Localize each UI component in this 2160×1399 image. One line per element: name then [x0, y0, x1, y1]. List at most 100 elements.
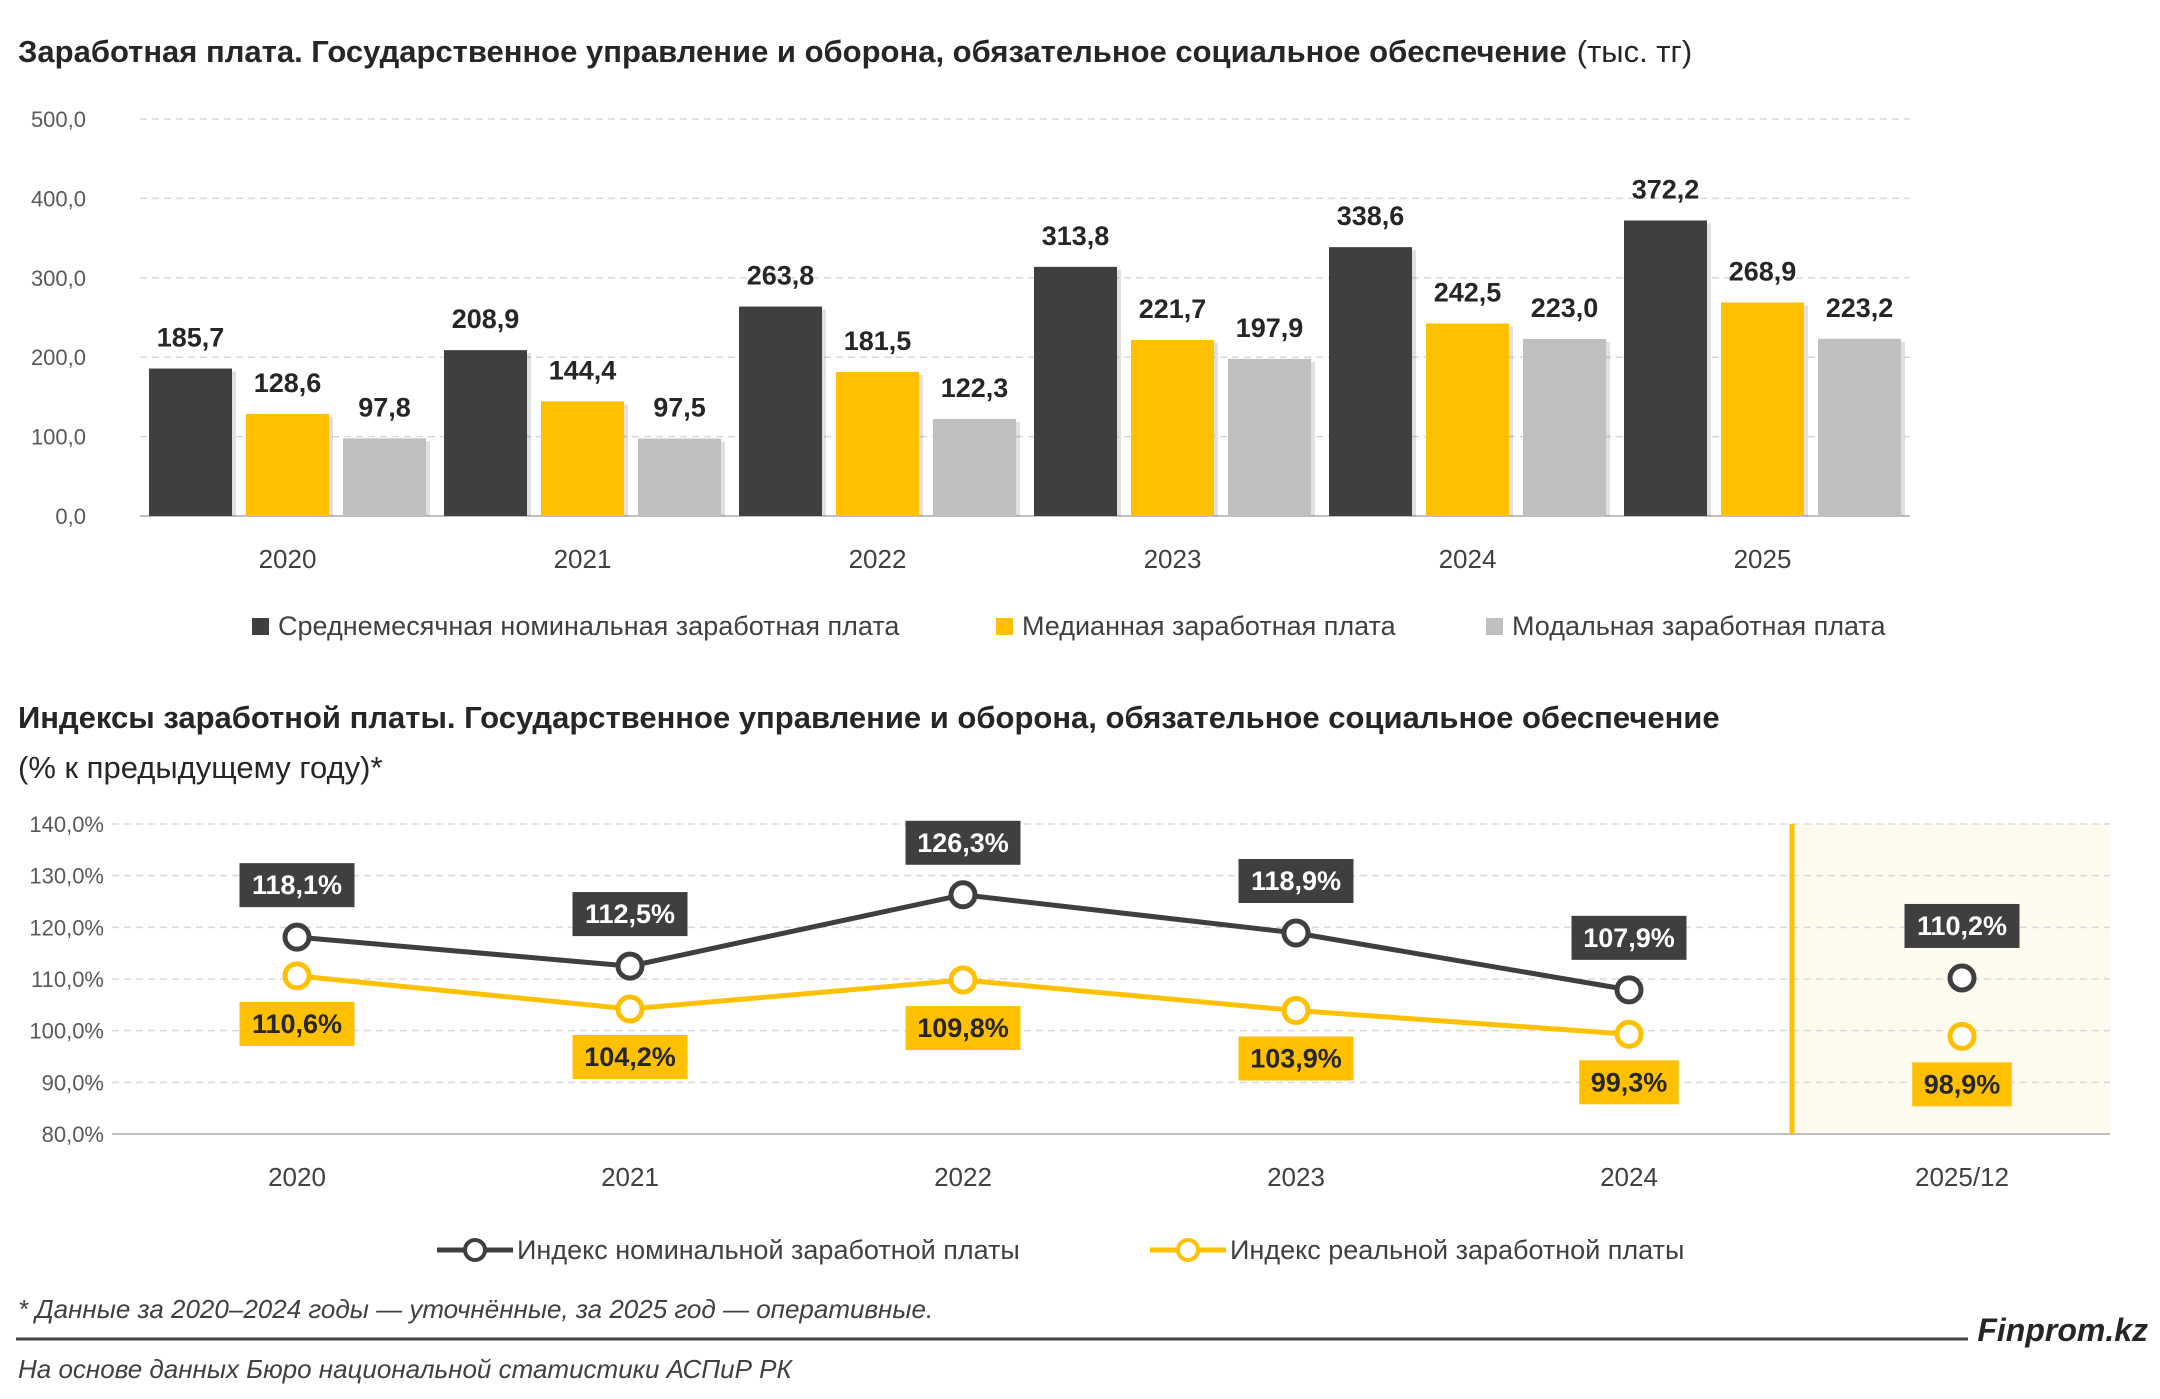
y-tick-label: 120,0%: [29, 915, 104, 940]
legend-label: Модальная заработная плата: [1512, 611, 1886, 641]
bar-value-label: 221,7: [1139, 294, 1207, 324]
bar-chart-legend: Среднемесячная номинальная заработная пл…: [252, 611, 1886, 641]
bar: [1131, 339, 1214, 516]
line-point: [1281, 996, 1311, 1026]
y-tick-label: 90,0%: [42, 1070, 104, 1095]
point-value-label: 103,9%: [1250, 1044, 1342, 1074]
point-label-box: [572, 1034, 688, 1079]
point-value-label: 99,3%: [1591, 1067, 1668, 1097]
footnote: * Данные за 2020–2024 годы — уточнённые,…: [18, 1294, 933, 1324]
point-value-label: 109,8%: [917, 1013, 1009, 1043]
bar-value-label: 223,0: [1531, 293, 1599, 323]
y-tick-label: 200,0: [31, 345, 86, 370]
point-label-box: [905, 820, 1021, 865]
line-point: [1614, 1019, 1644, 1049]
bar: [1721, 302, 1804, 516]
point-label-box: [1238, 1036, 1354, 1081]
bar: [836, 371, 919, 516]
bar-value-label: 208,9: [452, 304, 520, 334]
x-tick-label: 2021: [601, 1162, 659, 1192]
x-tick-label: 2022: [849, 544, 907, 574]
bar-value-label: 372,2: [1632, 174, 1700, 204]
bar-value-label: 223,2: [1826, 293, 1894, 323]
chart1-title: Заработная плата. Государственное управл…: [18, 34, 1692, 69]
bar: [638, 438, 721, 516]
chart2-title: Индексы заработной платы. Государственно…: [18, 700, 1720, 735]
bar-value-label: 185,7: [157, 323, 225, 353]
x-tick-label: 2020: [259, 544, 317, 574]
point-label-box: [239, 863, 355, 908]
y-tick-label: 500,0: [31, 107, 86, 132]
bar: [1329, 247, 1412, 516]
point-label-box: [1238, 859, 1354, 904]
point-label-box: [1904, 903, 2020, 948]
bar: [933, 418, 1016, 516]
bar: [739, 306, 822, 516]
point-label-box: [1579, 1060, 1679, 1105]
point-value-label: 118,9%: [1251, 866, 1341, 896]
x-tick-label: 2022: [934, 1162, 992, 1192]
point-value-label: 118,1%: [252, 870, 342, 900]
bar-value-label: 97,5: [653, 393, 706, 423]
x-tick-label: 2024: [1439, 544, 1497, 574]
bar-value-label: 242,5: [1434, 277, 1502, 307]
y-tick-label: 110,0%: [31, 967, 104, 992]
x-tick-label: 2023: [1267, 1162, 1325, 1192]
bar: [1818, 338, 1901, 516]
line-chart: 80,0% 90,0% 100,0% 110,0% 120,0% 130,0% 140,0%…: [29, 812, 2110, 1192]
point-value-label: 98,9%: [1924, 1069, 2001, 1099]
point-value-label: 110,6%: [252, 1009, 342, 1039]
line-point: [948, 965, 978, 995]
bar: [246, 413, 329, 516]
point-value-label: 110,2%: [1917, 911, 2007, 941]
line-point: [615, 951, 645, 981]
bar: [1228, 358, 1311, 516]
y-tick-label: 300,0: [31, 266, 86, 291]
bar-value-label: 97,8: [358, 392, 411, 422]
bar: [444, 350, 527, 516]
y-tick-label: 0,0: [55, 504, 86, 529]
point-label-box: [572, 892, 688, 937]
y-tick-label: 80,0%: [42, 1122, 104, 1147]
line-point: [1281, 918, 1311, 948]
point-label-box: [1571, 915, 1687, 960]
source-note: На основе данных Бюро национальной стати…: [18, 1354, 793, 1384]
point-value-label: 107,9%: [1583, 923, 1675, 953]
x-tick-label: 2023: [1144, 544, 1202, 574]
legend-marker: [1176, 1238, 1200, 1262]
bar-value-label: 268,9: [1729, 256, 1797, 286]
bar-value-label: 144,4: [549, 355, 617, 385]
legend-label: Индекс номинальной заработной платы: [517, 1235, 1020, 1265]
bar-value-label: 128,6: [254, 368, 322, 398]
point-value-label: 104,2%: [584, 1042, 676, 1072]
bar-value-label: 338,6: [1337, 201, 1405, 231]
point-value-label: 126,3%: [917, 828, 1009, 858]
bar-value-label: 122,3: [941, 373, 1009, 403]
bar-value-label: 197,9: [1236, 313, 1304, 343]
chart2-subtitle: (% к предыдущему году)*: [18, 750, 383, 785]
legend-label: Среднемесячная номинальная заработная пл…: [278, 611, 900, 641]
legend-marker: [463, 1238, 487, 1262]
line-chart-legend: Индекс номинальной заработной платы Индек…: [437, 1235, 1684, 1265]
bar-chart: 0,0 100,0 200,0 300,0 400,0 500,0 185,7 128,6 97…: [31, 107, 1910, 574]
legend-swatch: [1486, 618, 1503, 635]
bar: [343, 438, 426, 516]
line-point: [948, 880, 978, 910]
bar: [149, 368, 232, 516]
line-point: [615, 994, 645, 1024]
bar: [1624, 220, 1707, 516]
line-point: [282, 922, 312, 952]
brand-logo: Finprom.kz: [1977, 1312, 2148, 1348]
x-tick-label: 2025/12: [1915, 1162, 2009, 1192]
bar: [1034, 266, 1117, 516]
x-tick-label: 2021: [554, 544, 612, 574]
bar: [541, 401, 624, 516]
y-tick-label: 100,0: [31, 425, 86, 450]
y-tick-label: 400,0: [31, 186, 86, 211]
bar: [1426, 323, 1509, 516]
bar-value-label: 263,8: [747, 261, 815, 291]
line-point: [1614, 975, 1644, 1005]
legend-swatch: [252, 618, 269, 635]
x-tick-label: 2025: [1734, 544, 1792, 574]
